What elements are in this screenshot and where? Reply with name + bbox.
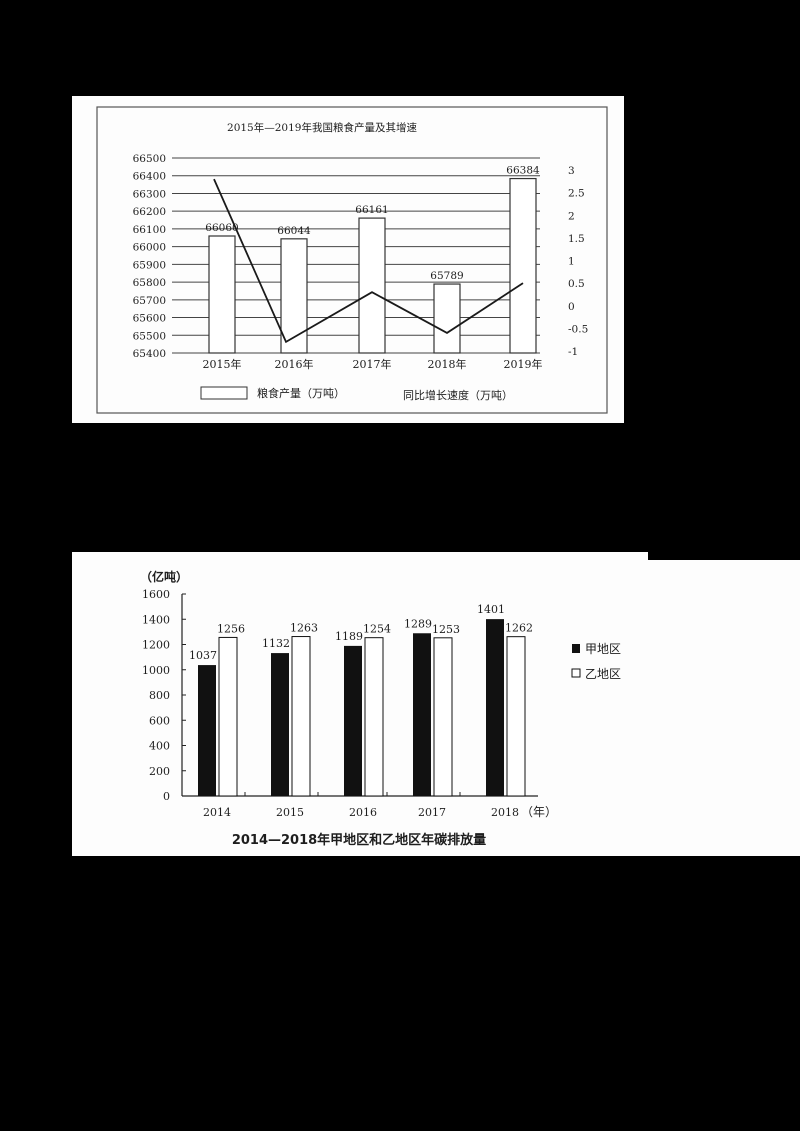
y-tick-label: 200 — [149, 765, 170, 778]
region-a-value: 1189 — [335, 630, 363, 643]
right-tick-label: 1 — [568, 256, 575, 268]
x-tick-label: 2017 — [418, 806, 446, 819]
bar-value-label: 66161 — [355, 204, 388, 216]
right-tick-label: 2 — [568, 210, 575, 222]
region-b-value: 1256 — [217, 622, 245, 635]
y-tick-label: 1400 — [142, 613, 170, 626]
bar-value-label: 66384 — [506, 165, 540, 177]
region-b-bar — [218, 636, 238, 797]
x-tick-label: 2018年 — [428, 357, 467, 371]
left-tick-label: 65400 — [133, 348, 166, 360]
x-tick-label: 2014 — [203, 806, 231, 819]
region-a-value: 1037 — [189, 649, 217, 662]
legend-bar-swatch — [200, 386, 248, 400]
region-a-bar — [344, 645, 362, 796]
left-tick-label: 65900 — [133, 259, 166, 271]
left-tick-label: 66400 — [133, 171, 166, 183]
x-tick-label: 2015年 — [203, 357, 242, 371]
region-b-bar — [291, 636, 311, 797]
y-tick-label: 1200 — [142, 639, 170, 652]
right-tick-label: 1.5 — [568, 233, 585, 245]
chart1-title: 2015年—2019年我国粮食产量及其增速 — [227, 121, 417, 134]
left-tick-label: 66100 — [133, 224, 166, 236]
x-tick-label: 2019年 — [504, 357, 543, 371]
legend-line-label: 同比增长速度（万吨） — [403, 388, 513, 402]
x-tick-label: 2018 — [491, 806, 519, 819]
left-tick-label: 65500 — [133, 330, 166, 342]
legend-b-swatch — [571, 668, 581, 678]
x-tick-label: 2017年 — [353, 357, 392, 371]
right-tick-label: -1 — [568, 346, 578, 358]
left-tick-label: 66200 — [133, 206, 166, 218]
region-a-value: 1289 — [404, 617, 432, 630]
y-tick-label: 600 — [149, 714, 170, 727]
grain-bar — [208, 235, 236, 354]
region-b-bar — [364, 637, 384, 797]
left-tick-label: 66500 — [133, 153, 166, 165]
bar-value-label: 65789 — [430, 270, 463, 282]
legend-bar-label: 粮食产量（万吨） — [257, 386, 345, 400]
region-b-value: 1254 — [363, 623, 391, 636]
x-tick-label: 2015 — [276, 806, 304, 819]
left-tick-label: 66300 — [133, 188, 166, 200]
legend-a-swatch — [572, 644, 580, 653]
chart2-title: 2014—2018年甲地区和乙地区年碳排放量 — [232, 832, 486, 848]
y-tick-label: 400 — [149, 740, 170, 753]
right-tick-label: 2.5 — [568, 188, 585, 200]
chart2-y-axis: 1600 1400 1200 1000 800 600 400 200 0 — [142, 588, 186, 803]
grain-bar — [509, 177, 537, 354]
left-tick-label: 65600 — [133, 313, 166, 325]
region-a-value: 1132 — [262, 637, 290, 650]
region-b-value: 1263 — [290, 622, 318, 635]
chart2-x-unit: （年） — [521, 805, 557, 819]
y-tick-label: 800 — [149, 689, 170, 702]
y-tick-label: 0 — [163, 790, 170, 803]
region-b-bar — [506, 636, 526, 797]
chart1-left-axis: 66500 66400 66300 66200 66100 66000 65900 65800… — [133, 153, 166, 360]
left-tick-label: 65800 — [133, 277, 166, 289]
region-a-bar — [486, 619, 504, 796]
region-b-value: 1253 — [432, 623, 460, 636]
chart2-x-labels: 2014 2015 2016 2017 2018 — [203, 792, 519, 819]
grain-bar — [433, 283, 461, 354]
chart1-x-axis: 2015年 2016年 2017年 2018年 2019年 — [203, 357, 543, 371]
chart1-growth-line — [213, 178, 524, 344]
chart1-right-axis: 3 2.5 2 1.5 1 0.5 0 -0.5 -1 — [568, 165, 588, 358]
legend-a-label: 甲地区 — [585, 642, 621, 656]
y-tick-label: 1000 — [142, 664, 170, 677]
legend-b-label: 乙地区 — [585, 667, 621, 681]
region-a-bar — [271, 653, 289, 796]
region-b-value: 1262 — [505, 622, 533, 635]
chart2-y-unit: （亿吨） — [140, 569, 188, 584]
right-tick-label: 0 — [568, 301, 575, 313]
region-a-value: 1401 — [477, 603, 505, 616]
grain-bar — [358, 217, 386, 354]
left-tick-label: 66000 — [133, 242, 166, 254]
bar-value-label: 66060 — [205, 222, 238, 234]
background-notch — [648, 552, 800, 560]
left-tick-label: 65700 — [133, 295, 166, 307]
chart1-frame — [96, 106, 608, 414]
region-b-bar — [433, 637, 453, 797]
grain-output-chart: 2015年—2019年我国粮食产量及其增速 66500 66400 66300 662… — [96, 106, 608, 414]
right-tick-label: -0.5 — [568, 323, 588, 335]
right-tick-label: 0.5 — [568, 278, 585, 290]
bar-value-label: 66044 — [277, 225, 311, 237]
x-tick-label: 2016年 — [275, 357, 314, 371]
grain-bar — [280, 238, 308, 354]
region-a-bar — [198, 665, 216, 796]
chart1-bars: 66060 66044 66161 65789 66384 — [205, 165, 540, 354]
right-tick-label: 3 — [568, 165, 575, 177]
y-tick-label: 1600 — [142, 588, 170, 601]
x-tick-label: 2016 — [349, 806, 377, 819]
region-a-bar — [413, 633, 431, 796]
